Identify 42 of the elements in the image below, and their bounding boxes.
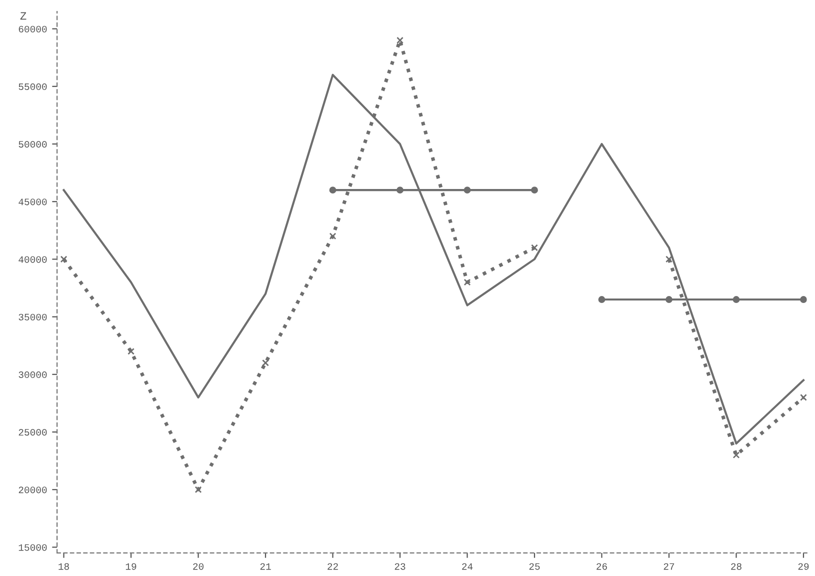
point: [598, 296, 606, 303]
y-tick-label: 45000: [18, 198, 47, 206]
point: [194, 486, 202, 494]
point: [396, 186, 404, 194]
x-tick-label: 25: [529, 563, 540, 570]
y-tick-label: 35000: [18, 314, 47, 320]
y-tick-label: 20000: [18, 486, 47, 494]
y-tick-label: 15000: [18, 544, 47, 551]
y-tick-label: 25000: [18, 429, 47, 436]
x-tick-label: 22: [328, 563, 338, 570]
x-tick-label: 27: [664, 563, 674, 570]
point: [464, 278, 471, 286]
x-tick-label: 19: [126, 563, 136, 570]
point: [732, 296, 740, 303]
point: [60, 256, 68, 263]
y-tick-label: 30000: [18, 371, 47, 378]
x-tick-label: 29: [798, 563, 809, 570]
point: [329, 186, 336, 194]
y-tick-label: 60000: [18, 26, 47, 32]
y-tick-label: 55000: [18, 83, 47, 90]
x-tick-label: 28: [731, 563, 742, 570]
point: [666, 296, 672, 303]
x-tick-label: 23: [394, 563, 406, 570]
point: [262, 359, 269, 366]
x-tick-label: 18: [58, 563, 69, 570]
point: [128, 348, 134, 355]
point: [464, 186, 471, 194]
x-tick-label: 20: [193, 563, 204, 570]
x-tick-label: 26: [596, 563, 607, 570]
y-axis-title: Z: [20, 12, 26, 20]
point: [800, 296, 807, 303]
point: [666, 256, 672, 263]
point: [732, 452, 740, 459]
y-tick-label: 50000: [18, 141, 47, 148]
x-tick-label: 24: [462, 563, 473, 570]
point: [396, 36, 404, 44]
point: [329, 232, 336, 240]
point: [800, 394, 807, 401]
y-tick-label: 40000: [18, 256, 47, 263]
point: [531, 186, 538, 194]
point: [531, 244, 538, 252]
x-tick-label: 21: [260, 563, 271, 570]
